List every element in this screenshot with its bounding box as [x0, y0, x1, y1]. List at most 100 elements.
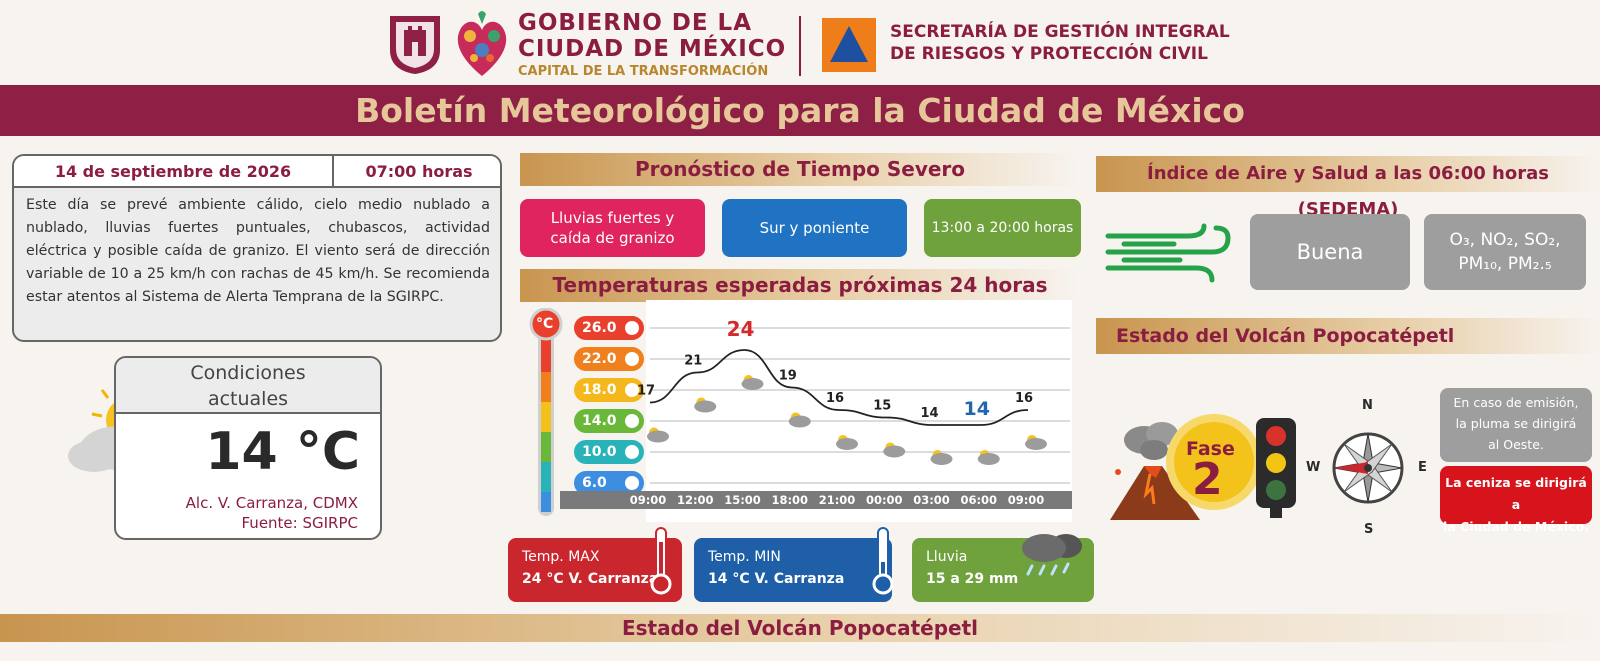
civil-protection-triangle-icon: [822, 18, 876, 72]
current-title-line2: actuales: [207, 388, 289, 410]
volcano-ribbon: Estado del Volcán Popocatépetl: [1096, 318, 1600, 354]
data-point-label: 14: [964, 398, 990, 420]
scale-chip-22: 22.0: [574, 347, 644, 371]
volcano-phase-label: Fase: [1186, 438, 1235, 460]
weather-icon: [883, 442, 906, 458]
air-quality-box: Buena: [1250, 214, 1410, 290]
temperature-chart: 09:00 12:00 15:00 18:00 21:00 00:00 03:00 06:00…: [560, 300, 1072, 522]
title-banner: Boletín Meteorológico para la Ciudad de …: [0, 85, 1600, 136]
current-title-line1: Condiciones: [190, 362, 306, 384]
weather-icon: [694, 397, 717, 413]
x-tick-label: 21:00: [819, 493, 856, 507]
rain-cloud-icon: [1022, 534, 1082, 576]
scale-chip-18: 18.0: [574, 378, 644, 402]
pollutants-line2: PM₁₀, PM₂.₅: [1458, 254, 1552, 274]
x-tick-label: 06:00: [960, 493, 997, 507]
pollutants-line1: O₃, NO₂, SO₂,: [1449, 230, 1561, 250]
secretariat-line2: DE RIESGOS Y PROTECCIÓN CIVIL: [890, 44, 1208, 64]
weather-icon: [930, 450, 953, 465]
plume-direction-box: En caso de emisión, la pluma se dirigirá…: [1440, 388, 1592, 462]
severe-hours-pill: 13:00 a 20:00 horas: [924, 199, 1081, 257]
scale-label-26: 26.0: [582, 320, 617, 336]
x-axis-bar: [560, 491, 1072, 509]
x-tick-label: 09:00: [630, 493, 667, 507]
wind-icon: [1105, 223, 1231, 283]
compass-west: W: [1306, 460, 1321, 475]
ash-line1: La ceniza se dirigirá a: [1445, 475, 1587, 512]
current-temperature: 14 °C: [205, 422, 360, 482]
weather-icon: [977, 450, 1000, 465]
current-source: Fuente: SGIRPC: [241, 514, 359, 532]
pollutants-box: O₃, NO₂, SO₂, PM₁₀, PM₂.₅: [1424, 214, 1586, 290]
chart-plot-area: [646, 300, 1072, 522]
current-location: Alc. V. Carranza, CDMX: [185, 494, 358, 512]
bulletin-time: 07:00 horas: [365, 161, 473, 181]
compass-east: E: [1418, 460, 1427, 475]
footer-title: Estado del Volcán Popocatépetl: [621, 616, 979, 640]
bulletin-date-cell: 14 de septiembre de 2026: [14, 156, 334, 188]
weather-icon: [836, 435, 858, 450]
scale-label-10: 10.0: [582, 444, 617, 460]
scale-unit: °C: [536, 316, 554, 332]
scale-thermometer-icon: [529, 308, 563, 516]
weather-icon: [1025, 435, 1047, 450]
severe-zone: Sur y poniente: [759, 219, 870, 237]
header: GOBIERNO DE LA CIUDAD DE MÉXICO CAPITAL …: [0, 0, 1600, 84]
max-thermometer-icon: [650, 527, 672, 595]
data-point-label: 16: [826, 391, 844, 406]
weather-icon: [788, 412, 811, 428]
bulletin-date: 14 de septiembre de 2026: [54, 161, 292, 181]
plume-line1: En caso de emisión,: [1453, 395, 1579, 410]
min-thermometer-icon: [872, 527, 894, 595]
plume-line3: al Oeste.: [1488, 437, 1544, 452]
min-temp-value: 14 °C V. Carranza: [708, 571, 845, 587]
scale-label-22: 22.0: [582, 351, 617, 367]
data-point-label: 14: [920, 406, 938, 421]
weather-icon: [647, 427, 669, 443]
severe-hazard-line1: Lluvias fuertes y: [550, 209, 675, 227]
x-tick-label: 00:00: [866, 493, 903, 507]
data-point-label: 15: [873, 399, 891, 414]
min-temp-label: Temp. MIN: [708, 549, 781, 565]
heart-emblem-icon: [457, 11, 507, 76]
compass-icon: [1332, 432, 1404, 504]
data-point-label: 17: [637, 384, 655, 399]
x-tick-label: 18:00: [771, 493, 808, 507]
air-quality-value: Buena: [1296, 240, 1364, 264]
max-temp-label: Temp. MAX: [522, 549, 600, 565]
bulletin-text: Este día se prevé ambiente cálido, cielo…: [26, 197, 490, 305]
plume-line2: la pluma se dirigirá: [1455, 416, 1577, 431]
volcano-title: Estado del Volcán Popocatépetl: [1116, 325, 1455, 347]
max-temp-box: Temp. MAX 24 °C V. Carranza: [508, 538, 682, 602]
compass-north: N: [1362, 398, 1373, 413]
severe-hazard-line2: caída de granizo: [550, 229, 675, 247]
gov-name-line2: CIUDAD DE MÉXICO: [518, 36, 787, 62]
bulletin-time-cell: 07:00 horas: [334, 156, 500, 188]
severe-ribbon: Pronóstico de Tiempo Severo: [520, 153, 1080, 186]
phase-badge-icon: [1166, 414, 1262, 510]
x-tick-label: 12:00: [677, 493, 714, 507]
bulletin-title: Boletín Meteorológico para la Ciudad de …: [355, 91, 1245, 130]
scale-label-14: 14.0: [582, 413, 617, 429]
header-divider: [799, 16, 801, 76]
gov-name-line1: GOBIERNO DE LA: [518, 10, 753, 36]
secretariat-line1: SECRETARÍA DE GESTIÓN INTEGRAL: [890, 22, 1230, 42]
temperature-line: [649, 349, 1029, 426]
data-point-label: 21: [684, 354, 702, 369]
x-tick-label: 03:00: [913, 493, 950, 507]
severe-hazard-pill: Lluvias fuertes y caída de granizo: [520, 199, 705, 257]
data-point-label: 16: [1015, 391, 1033, 406]
x-tick-label: 09:00: [1008, 493, 1045, 507]
current-title-cell: Condiciones actuales: [116, 358, 380, 414]
bulletin-box: 14 de septiembre de 2026 07:00 horas Est…: [12, 154, 502, 342]
ash-line2: la Ciudad de México.: [1443, 519, 1589, 534]
severe-hours: 13:00 a 20:00 horas: [931, 220, 1074, 236]
severe-title: Pronóstico de Tiempo Severo: [634, 157, 966, 181]
cdmx-seal-icon: [390, 16, 440, 74]
data-point-label: 19: [779, 369, 797, 384]
current-conditions-box: Condiciones actuales 14 °C Alc. V. Carra…: [114, 356, 382, 540]
air-ribbon: Índice de Aire y Salud a las 06:00 horas…: [1096, 156, 1600, 220]
gov-slogan: CAPITAL DE LA TRANSFORMACIÓN: [518, 64, 769, 79]
temps-title: Temperaturas esperadas próximas 24 horas: [552, 273, 1048, 297]
